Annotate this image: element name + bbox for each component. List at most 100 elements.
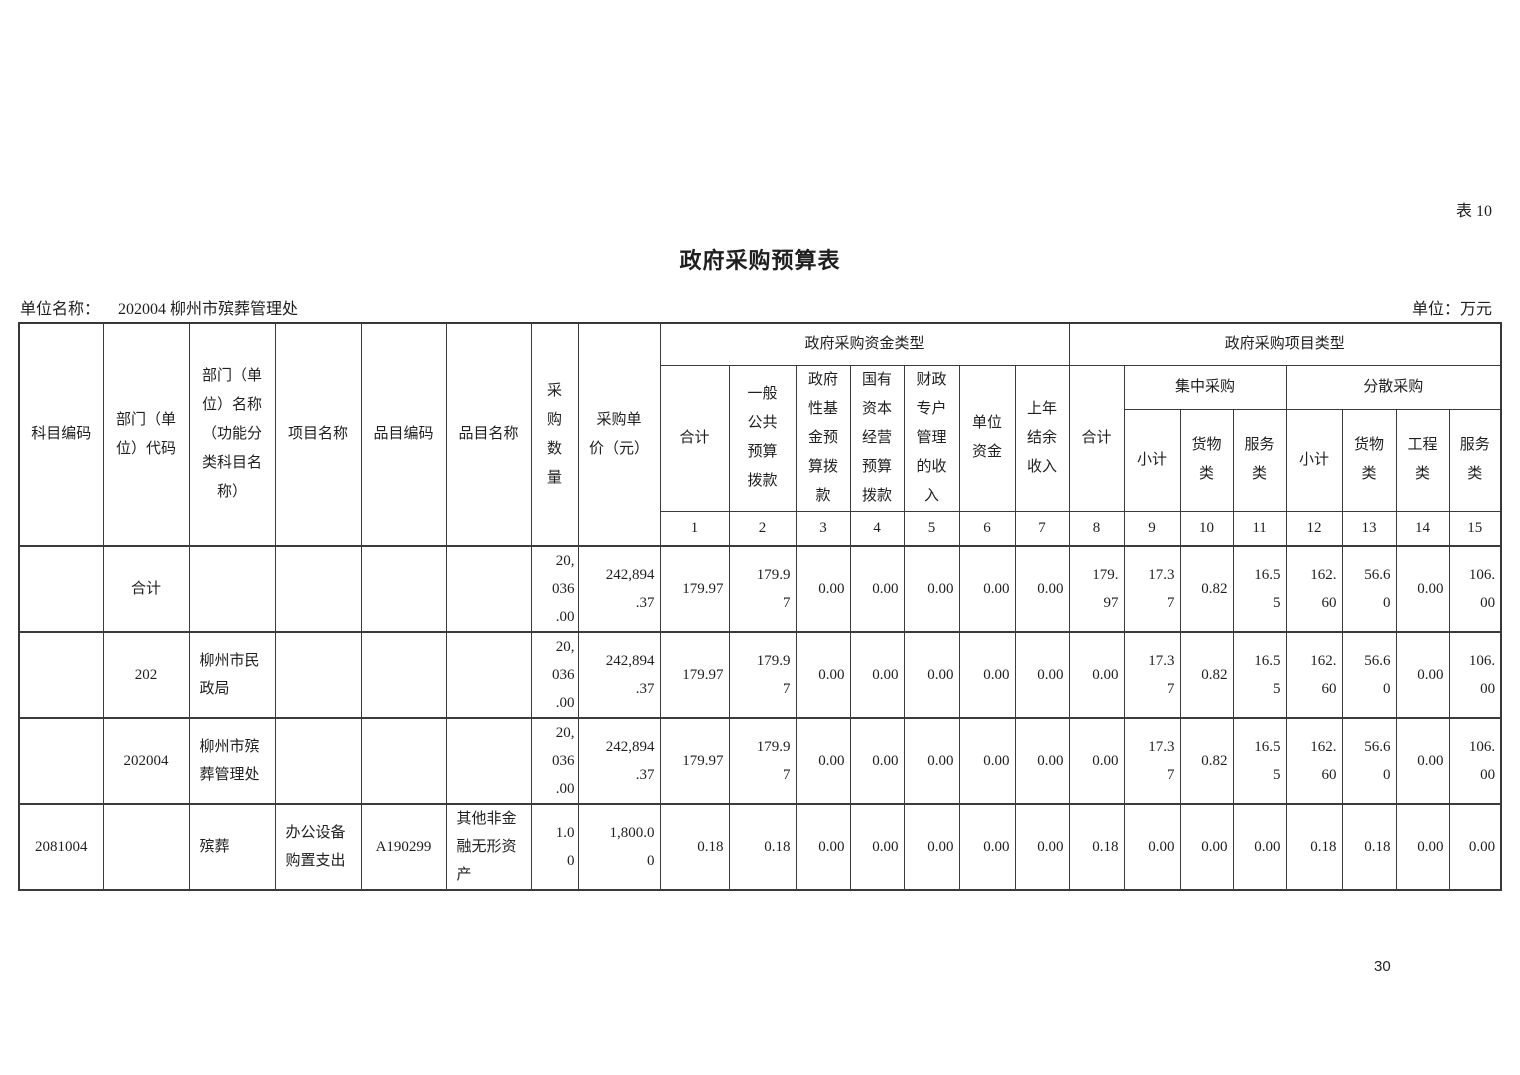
table-cell <box>18 631 104 719</box>
header-cell: 国有 资本 经营 预算 拨款 <box>849 364 905 512</box>
header-cell: 财政 专户 管理 的收 入 <box>903 364 960 512</box>
table-cell: 0.00 <box>1179 803 1234 891</box>
table-cell <box>18 545 104 633</box>
header-cell: 货物 类 <box>1179 408 1234 512</box>
table-cell <box>274 545 362 633</box>
table-cell <box>18 717 104 805</box>
table-cell <box>274 631 362 719</box>
header-row-leaf: 小计 货物 类 服务 类 小计 货物 类 工程 类 服务 类 <box>19 408 1502 512</box>
table-cell: 0.00 <box>849 803 905 891</box>
table-cell: 179.9 7 <box>728 631 797 719</box>
table-cell <box>360 631 447 719</box>
table-cell: 殡葬 <box>188 803 276 891</box>
table-cell: 179.97 <box>659 545 730 633</box>
table-cell: 0.00 <box>849 717 905 805</box>
table-cell: 0.00 <box>903 631 960 719</box>
header-group-fund-type: 政府采购资金类型 <box>659 322 1070 366</box>
header-group-centralized: 集中采购 <box>1123 364 1287 410</box>
table-cell: 0.18 <box>1285 803 1343 891</box>
table-cell: 0.00 <box>903 717 960 805</box>
table-cell: 162. 60 <box>1285 717 1343 805</box>
table-cell: 17.3 7 <box>1123 631 1181 719</box>
table-cell <box>360 717 447 805</box>
header-cell: 部门（单 位）名称 （功能分 类科目名 称） <box>188 322 276 547</box>
table-header: 科目编码 部门（单 位）代码 部门（单 位）名称 （功能分 类科目名 称） 项目… <box>18 322 1502 547</box>
table-cell: 202004 <box>102 717 190 805</box>
table-cell: 0.82 <box>1179 717 1234 805</box>
header-cell: 小计 <box>1123 408 1181 512</box>
table-cell: 106. 00 <box>1448 545 1502 633</box>
table-cell: 242,894 .37 <box>577 717 661 805</box>
unit-name-label: 单位名称： <box>20 301 101 318</box>
table-cell: 179. 97 <box>1068 545 1125 633</box>
table-cell: 0.00 <box>795 717 851 805</box>
column-number: 8 <box>1068 510 1125 547</box>
table-cell <box>102 803 190 891</box>
unit-name: 单位名称： 202004 柳州市殡葬管理处 <box>20 295 298 319</box>
header-cell: 采购单 价（元） <box>577 322 661 547</box>
table-cell: 办公设备 购置支出 <box>274 803 362 891</box>
table-cell: 柳州市殡 葬管理处 <box>188 717 276 805</box>
header-cell: 科目编码 <box>18 322 104 547</box>
table-cell: 0.00 <box>1068 631 1125 719</box>
header-group-project-type: 政府采购项目类型 <box>1068 322 1502 366</box>
table-cell: 1.0 0 <box>530 803 579 891</box>
column-number: 13 <box>1341 510 1397 547</box>
table-cell: 0.00 <box>795 631 851 719</box>
table-cell: 0.18 <box>728 803 797 891</box>
column-number: 15 <box>1448 510 1502 547</box>
table-cell: 合计 <box>102 545 190 633</box>
page-title: 政府采购预算表 <box>679 248 841 273</box>
table-cell: 0.18 <box>1341 803 1397 891</box>
table-cell: 0.00 <box>958 803 1016 891</box>
currency-unit-label: 单位：万元 <box>1411 301 1492 318</box>
header-cell: 品目编码 <box>360 322 447 547</box>
table-cell: 0.00 <box>1395 631 1450 719</box>
column-number: 2 <box>728 510 797 547</box>
page-number: 30 <box>1374 958 1391 975</box>
table-body: 合计 20, 036 .00 242,894 .37 179.97 179.9 7 0.0… <box>18 545 1502 891</box>
table-cell: 0.00 <box>1395 545 1450 633</box>
table-cell: 202 <box>102 631 190 719</box>
table-row: 2081004 殡葬 办公设备 购置支出 A190299 其他非金 融无形资 产 1.0 … <box>18 803 1502 891</box>
table-cell: 0.00 <box>849 631 905 719</box>
table-cell: 106. 00 <box>1448 717 1502 805</box>
table-cell: 0.00 <box>1014 717 1070 805</box>
table-number-label: 表 10 <box>1455 203 1492 220</box>
table-row: 202004 柳州市殡 葬管理处 20, 036 .00 242,894 .37 179… <box>18 717 1502 805</box>
info-line: 单位名称： 202004 柳州市殡葬管理处 单位：万元 <box>20 295 1492 319</box>
table-cell: 柳州市民 政局 <box>188 631 276 719</box>
table-cell: 0.18 <box>659 803 730 891</box>
procurement-budget-table: 科目编码 部门（单 位）代码 部门（单 位）名称 （功能分 类科目名 称） 项目… <box>18 322 1503 891</box>
table-cell: 56.6 0 <box>1341 631 1397 719</box>
table-cell: 16.5 5 <box>1232 545 1287 633</box>
header-cell: 合计 <box>1068 364 1125 512</box>
header-cell: 服务 类 <box>1448 408 1502 512</box>
column-number: 3 <box>795 510 851 547</box>
header-cell: 部门（单 位）代码 <box>102 322 190 547</box>
table-cell: 0.00 <box>1232 803 1287 891</box>
header-cell: 单位 资金 <box>958 364 1016 512</box>
table-cell: 0.00 <box>958 717 1016 805</box>
header-cell: 小计 <box>1285 408 1343 512</box>
header-cell: 上年 结余 收入 <box>1014 364 1070 512</box>
column-number: 5 <box>903 510 960 547</box>
header-cell: 政府 性基 金预 算拨 款 <box>795 364 851 512</box>
table-cell <box>188 545 276 633</box>
column-number: 12 <box>1285 510 1343 547</box>
table-cell: 162. 60 <box>1285 631 1343 719</box>
table-cell: 20, 036 .00 <box>530 717 579 805</box>
table-cell: 0.00 <box>1123 803 1181 891</box>
table-cell: A190299 <box>360 803 447 891</box>
header-cell: 采 购 数 量 <box>530 322 579 547</box>
header-cell: 货物 类 <box>1341 408 1397 512</box>
table-cell <box>445 631 532 719</box>
table-cell: 179.9 7 <box>728 717 797 805</box>
column-number: 14 <box>1395 510 1450 547</box>
table-cell: 16.5 5 <box>1232 631 1287 719</box>
table-cell: 0.00 <box>903 803 960 891</box>
table-cell: 16.5 5 <box>1232 717 1287 805</box>
header-row-groups: 科目编码 部门（单 位）代码 部门（单 位）名称 （功能分 类科目名 称） 项目… <box>18 322 1502 547</box>
table-cell: 0.00 <box>1395 803 1450 891</box>
table-cell: 106. 00 <box>1448 631 1502 719</box>
